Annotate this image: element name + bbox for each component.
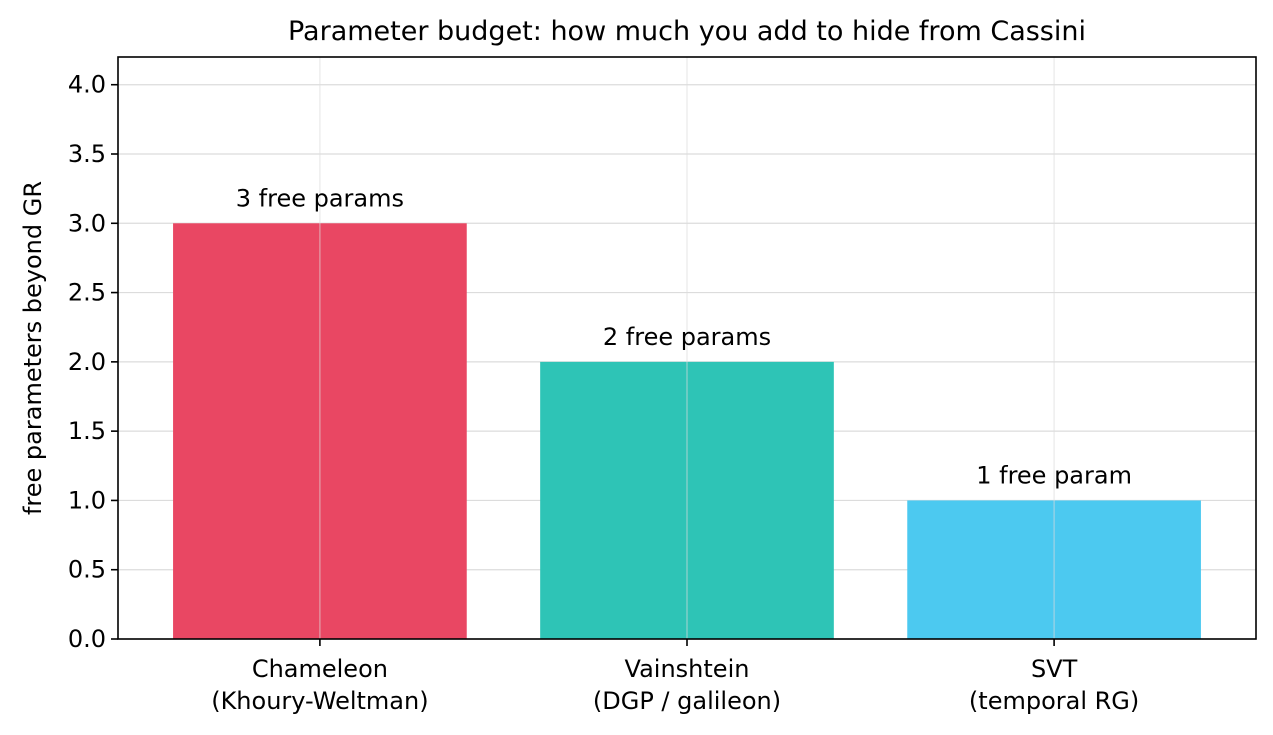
bar-value-label: 3 free params [236,184,404,212]
y-tick-label: 3.5 [68,140,106,168]
bar-value-label: 1 free param [976,461,1132,489]
vertical-grid-layer [319,57,1055,639]
y-tick-label: 2.5 [68,279,106,307]
x-tick-label: (temporal RG) [969,687,1139,715]
y-tick-label: 2.0 [68,348,106,376]
x-tick-label: (DGP / galileon) [593,687,781,715]
y-tick-label: 0.0 [68,625,106,653]
y-tick-label: 0.5 [68,556,106,584]
chart-title: Parameter budget: how much you add to hi… [288,16,1086,47]
x-tick-label: Chameleon [252,655,388,683]
x-axis-ticks: Chameleon (Khoury-Weltman) Vainshtein (DGP … [211,639,1139,715]
x-tick-label: Vainshtein [625,655,750,683]
y-axis-label: free parameters beyond GR [19,181,47,515]
y-tick-label: 3.0 [68,209,106,237]
bar-value-labels: 3 free params 2 free params 1 free param [236,184,1132,489]
y-axis-ticks: 0.0 0.5 1.0 1.5 2.0 2.5 3.0 3.5 4.0 [68,71,118,653]
bar-value-label: 2 free params [603,323,771,351]
y-tick-label: 1.5 [68,417,106,445]
y-tick-label: 1.0 [68,486,106,514]
y-tick-label: 4.0 [68,71,106,99]
x-tick-label: (Khoury-Weltman) [211,687,428,715]
x-tick-label: SVT [1031,655,1078,683]
